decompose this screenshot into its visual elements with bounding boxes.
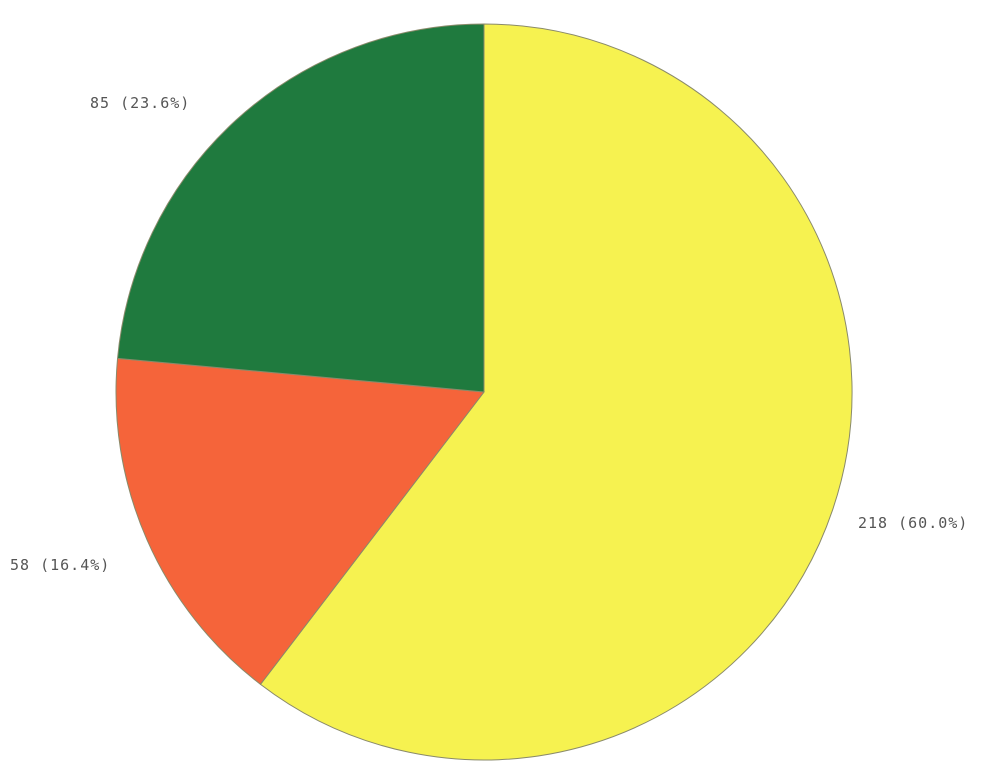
slice-label-red: 58 (16.4%) [10, 556, 110, 574]
slice-label-green: 85 (23.6%) [90, 94, 190, 112]
pie-slices [116, 24, 852, 760]
slice-green [118, 24, 484, 392]
slice-label-yellow: 218 (60.0%) [858, 514, 968, 532]
